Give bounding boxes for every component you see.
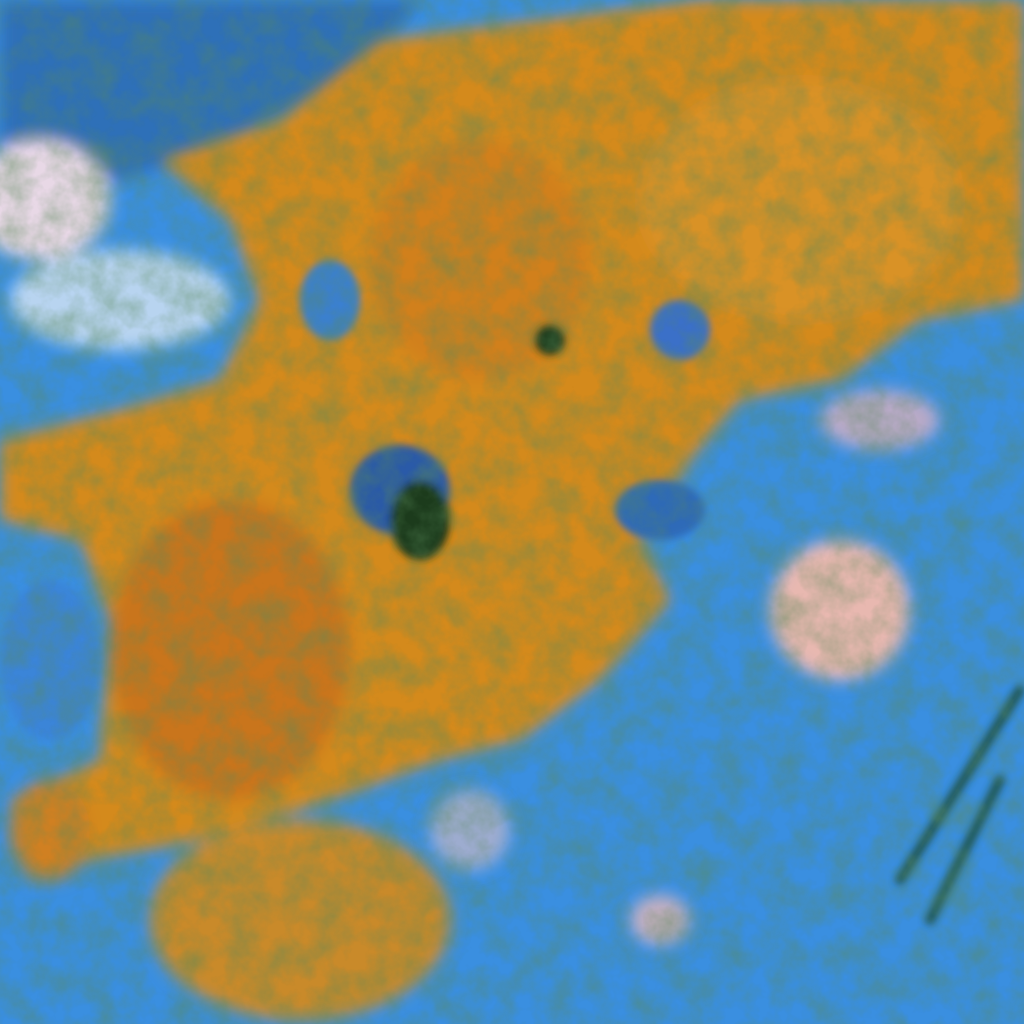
satellite-image bbox=[0, 0, 1024, 1024]
texture-overlay bbox=[0, 0, 1024, 1024]
